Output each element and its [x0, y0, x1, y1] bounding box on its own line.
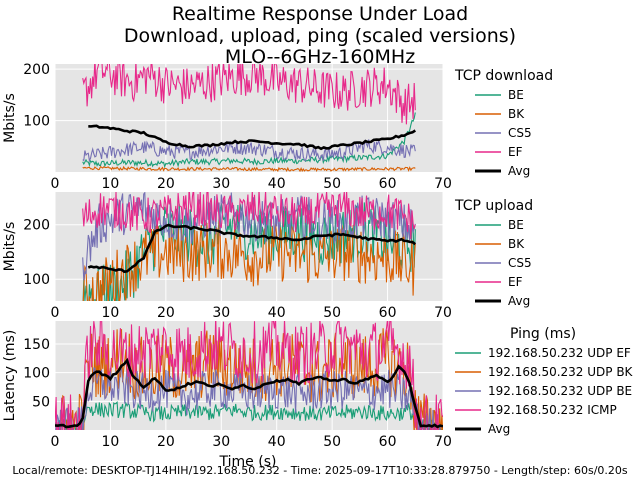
series-line-192-168-50-232-icmp	[55, 321, 443, 430]
legend-entry: 192.168.50.232 UDP EF	[488, 346, 631, 360]
series-line-ef	[82, 192, 416, 240]
legend-entry: EF	[508, 275, 523, 289]
series-line-192-168-50-232-udp-ef	[55, 401, 443, 430]
y-tick-label: 50	[32, 394, 50, 410]
x-tick-label: 0	[51, 434, 60, 450]
x-tick-label: 70	[434, 176, 452, 192]
series-line-avg	[55, 357, 443, 429]
chart-title-line-1: Realtime Response Under Load	[172, 3, 468, 25]
x-tick-label: 20	[157, 305, 175, 321]
x-tick-label: 40	[268, 305, 286, 321]
x-tick-label: 60	[379, 176, 397, 192]
series-line-cs5	[82, 138, 416, 163]
footer-text: Local/remote: DESKTOP-TJ14HIH/192.168.50…	[12, 464, 628, 477]
series-lines	[82, 64, 417, 172]
series-line-ef	[82, 64, 416, 125]
series-line-be	[82, 202, 416, 301]
x-axis-label: Time (s)	[219, 454, 277, 470]
x-tick-label: 20	[157, 176, 175, 192]
series-line-be	[82, 112, 416, 169]
upload-panel: 0 10 20 30 40 50 60 70 100 200 Mbits/s TCP upload BE…	[2, 192, 533, 321]
series-line-avg	[87, 223, 417, 274]
x-tick-label: 50	[323, 434, 341, 450]
chart-title-line-2: Download, upload, ping (scaled versions)	[124, 25, 516, 47]
x-tick-label: 20	[157, 434, 175, 450]
x-tick-label: 10	[102, 434, 120, 450]
legend: TCP download BE BK CS5 EF Avg	[454, 68, 553, 178]
latency-panel: 0 10 20 30 40 50 60 70 50 100 150 Latency (ms) Ping …	[2, 321, 634, 450]
legend-title: Ping (ms)	[510, 326, 576, 342]
x-tick-label: 40	[268, 434, 286, 450]
x-tick-label: 70	[434, 305, 452, 321]
series-lines	[82, 192, 417, 301]
series-line-bk	[82, 221, 416, 301]
legend-entry: BE	[508, 218, 524, 232]
x-tick-label: 70	[434, 434, 452, 450]
y-axis-label: Latency (ms)	[2, 330, 18, 422]
legend-entry: Avg	[508, 294, 530, 308]
legend-entry: EF	[508, 145, 523, 159]
legend-title: TCP download	[454, 68, 553, 84]
series-line-bk	[82, 165, 416, 172]
y-tick-label: 150	[23, 337, 50, 353]
x-tick-label: 10	[102, 176, 120, 192]
legend-entry: 192.168.50.232 UDP BE	[488, 384, 632, 398]
chart-title-line-3: MLO--6GHz-160MHz	[225, 46, 415, 68]
legend-entry: BK	[508, 237, 525, 251]
legend-entry: 192.168.50.232 ICMP	[488, 403, 617, 417]
y-tick-label: 200	[23, 218, 50, 234]
series-line-avg	[88, 124, 417, 151]
legend: TCP upload BE BK CS5 EF Avg	[454, 198, 533, 308]
x-tick-label: 60	[379, 434, 397, 450]
x-tick-label: 30	[212, 176, 230, 192]
y-axis-label: Mbits/s	[2, 93, 18, 143]
legend-entry: CS5	[508, 126, 532, 140]
y-tick-label: 200	[23, 62, 50, 78]
x-tick-label: 0	[51, 176, 60, 192]
x-tick-label: 10	[102, 305, 120, 321]
y-tick-label: 100	[23, 272, 50, 288]
legend-entry: CS5	[508, 256, 532, 270]
x-tick-label: 60	[379, 305, 397, 321]
y-axis-label: Mbits/s	[2, 222, 18, 272]
legend: Ping (ms) 192.168.50.232 UDP EF 192.168.50…	[455, 326, 634, 436]
x-tick-label: 0	[51, 305, 60, 321]
legend-entry: 192.168.50.232 UDP BK	[488, 365, 634, 379]
legend-entry: Avg	[508, 164, 530, 178]
x-tick-label: 50	[323, 176, 341, 192]
x-tick-label: 30	[212, 305, 230, 321]
x-tick-label: 50	[323, 305, 341, 321]
x-tick-label: 40	[268, 176, 286, 192]
y-tick-label: 100	[23, 114, 50, 130]
legend-entry: BE	[508, 88, 524, 102]
x-tick-label: 30	[212, 434, 230, 450]
series-line-192-168-50-232-udp-be	[55, 365, 441, 430]
legend-title: TCP upload	[454, 198, 533, 214]
legend-entry: Avg	[488, 422, 510, 436]
series-lines	[55, 321, 443, 430]
legend-entry: BK	[508, 107, 525, 121]
download-panel: 0 10 20 30 40 50 60 70 100 200 Mbits/s TCP download…	[2, 62, 553, 192]
y-tick-label: 100	[23, 366, 50, 382]
